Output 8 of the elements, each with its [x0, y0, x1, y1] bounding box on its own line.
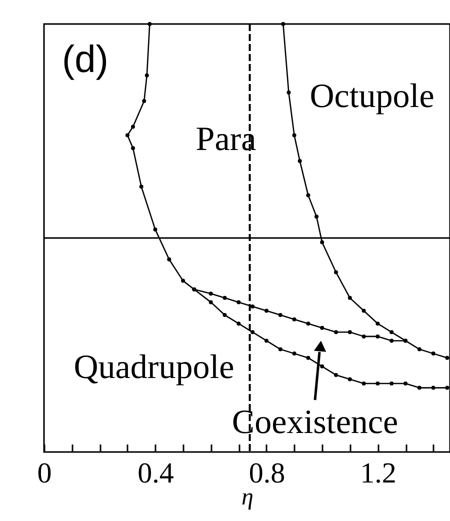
annotation: Quadrupole [74, 349, 234, 386]
x-tick-label: 0 [37, 458, 52, 490]
annotation: Coexistence [232, 404, 398, 441]
x-tick-label: 1.2 [360, 458, 396, 490]
x-tick-label: 0.4 [138, 458, 174, 490]
annotation: Octupole [310, 78, 434, 115]
annotation: Para [196, 121, 256, 158]
annotation: (d) [62, 39, 108, 81]
